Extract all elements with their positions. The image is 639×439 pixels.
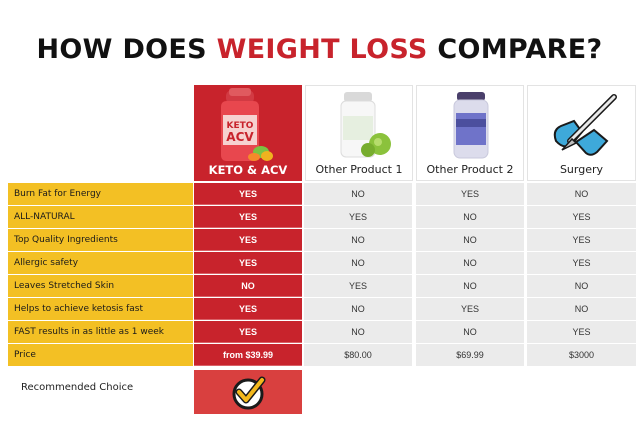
bottle-name-text: ACV (226, 130, 254, 144)
other-product-1-value: YES (304, 206, 412, 228)
column-label: Surgery (559, 163, 604, 176)
keto-acv-value: YES (194, 229, 302, 251)
surgery-value: NO (527, 275, 636, 297)
surgery-value: YES (527, 321, 636, 343)
checkmark-icon (232, 376, 266, 410)
keto-acv-value: YES (194, 206, 302, 228)
feature-label: Price (8, 344, 193, 366)
feature-label: Allergic safety (8, 252, 193, 274)
other-product-1-price: $80.00 (304, 344, 412, 366)
title-highlight: WEIGHT LOSS (216, 34, 428, 65)
feature-label: ALL-NATURAL (8, 206, 193, 228)
feature-label: Burn Fat for Energy (8, 183, 193, 205)
column-label: Other Product 1 (315, 163, 403, 176)
other-product-1-value: NO (304, 321, 412, 343)
feature-label: FAST results in as little as 1 week (8, 321, 193, 343)
other-product-2-value: NO (416, 229, 524, 251)
title-part1: HOW DOES (36, 34, 217, 65)
keto-acv-value: YES (194, 183, 302, 205)
feature-label: Top Quality Ingredients (8, 229, 193, 251)
feature-label: Helps to achieve ketosis fast (8, 298, 193, 320)
other-product-2-value: NO (416, 252, 524, 274)
other-product-1-value: NO (304, 229, 412, 251)
keto-acv-value: YES (194, 298, 302, 320)
other-product-1-value: NO (304, 298, 412, 320)
supplement-bottle-icon (340, 92, 391, 158)
keto-acv-price: from $39.99 (194, 344, 302, 366)
keto-acv-value: NO (194, 275, 302, 297)
recommended-choice-box (194, 370, 302, 414)
other-product-2-value: YES (416, 298, 524, 320)
other-product-1-value: NO (304, 183, 412, 205)
recommended-choice-label: Recommended Choice (21, 382, 134, 393)
other-product-2-value: NO (416, 321, 524, 343)
surgery-value: YES (527, 252, 636, 274)
supplement-bottle-icon (453, 92, 489, 159)
surgery-value: YES (527, 229, 636, 251)
keto-acv-value: YES (194, 321, 302, 343)
other-product-2-value: YES (416, 183, 524, 205)
other-product-1-value: YES (304, 275, 412, 297)
surgery-value: NO (527, 183, 636, 205)
surgery-scalpel-icon (553, 94, 617, 156)
column-header-other-product-1: Other Product 1 (305, 85, 413, 181)
other-product-2-price: $69.99 (416, 344, 524, 366)
keto-acv-value: YES (194, 252, 302, 274)
surgery-price: $3000 (527, 344, 636, 366)
other-product-2-value: NO (416, 206, 524, 228)
surgery-value: YES (527, 206, 636, 228)
column-header-surgery: Surgery (527, 85, 636, 181)
column-header-keto-acv: KETO ACV KETO & ACV (194, 85, 302, 181)
column-label: KETO & ACV (208, 163, 288, 177)
title-part2: COMPARE? (427, 34, 603, 65)
page-title: HOW DOES WEIGHT LOSS COMPARE? (0, 31, 639, 69)
other-product-2-value: NO (416, 275, 524, 297)
feature-label: Leaves Stretched Skin (8, 275, 193, 297)
keto-acv-bottle-icon: KETO ACV (221, 88, 273, 161)
column-label: Other Product 2 (426, 163, 514, 176)
column-header-other-product-2: Other Product 2 (416, 85, 524, 181)
bottle-brand-text: KETO (227, 121, 254, 131)
other-product-1-value: NO (304, 252, 412, 274)
surgery-value: NO (527, 298, 636, 320)
